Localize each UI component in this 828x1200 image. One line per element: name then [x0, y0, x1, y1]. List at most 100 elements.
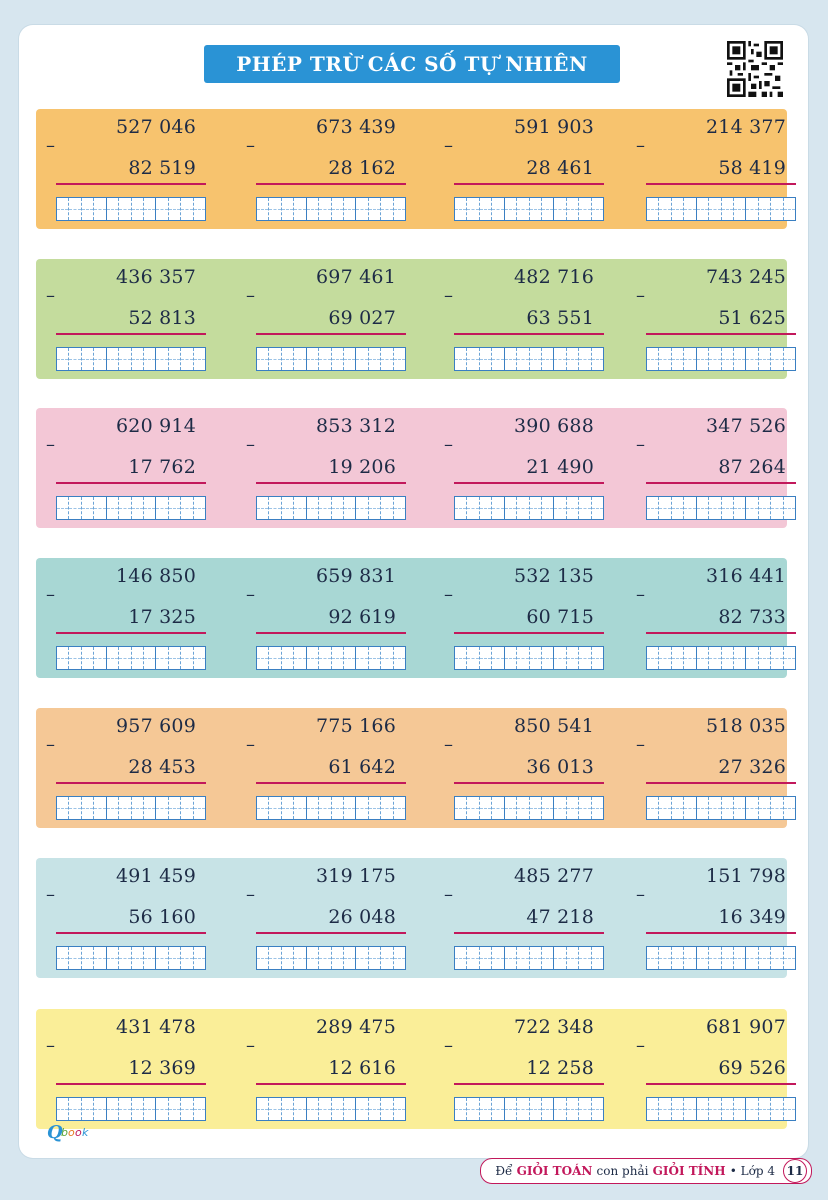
- answer-cell[interactable]: [319, 947, 332, 969]
- answer-cell[interactable]: [771, 348, 784, 370]
- answer-cell[interactable]: [541, 497, 555, 519]
- answer-cell[interactable]: [281, 198, 295, 220]
- answer-cell[interactable]: [684, 1098, 697, 1120]
- answer-cell[interactable]: [331, 348, 344, 370]
- answer-cell[interactable]: [181, 1098, 194, 1120]
- answer-cell[interactable]: [517, 348, 530, 370]
- answer-cell[interactable]: [579, 348, 592, 370]
- answer-cell[interactable]: [566, 198, 580, 220]
- answer-cell[interactable]: [143, 198, 157, 220]
- answer-cell[interactable]: [131, 947, 144, 969]
- answer-cell[interactable]: [758, 797, 772, 819]
- answer-cell[interactable]: [69, 797, 82, 819]
- answer-cell[interactable]: [455, 797, 468, 819]
- answer-grid[interactable]: [256, 796, 406, 820]
- answer-cell[interactable]: [554, 198, 567, 220]
- answer-cell[interactable]: [156, 647, 169, 669]
- answer-cell[interactable]: [579, 198, 592, 220]
- answer-cell[interactable]: [94, 1098, 107, 1120]
- answer-cell[interactable]: [156, 947, 169, 969]
- answer-cell[interactable]: [696, 198, 710, 220]
- answer-cell[interactable]: [193, 647, 206, 669]
- answer-cell[interactable]: [57, 497, 70, 519]
- answer-cell[interactable]: [294, 497, 307, 519]
- answer-cell[interactable]: [356, 647, 369, 669]
- answer-cell[interactable]: [467, 348, 480, 370]
- answer-cell[interactable]: [721, 497, 734, 519]
- answer-cell[interactable]: [659, 348, 672, 370]
- answer-cell[interactable]: [269, 348, 282, 370]
- answer-cell[interactable]: [319, 198, 332, 220]
- answer-cell[interactable]: [156, 348, 169, 370]
- answer-cell[interactable]: [181, 947, 194, 969]
- answer-cell[interactable]: [566, 797, 580, 819]
- answer-cell[interactable]: [181, 497, 194, 519]
- answer-cell[interactable]: [492, 497, 505, 519]
- answer-grid[interactable]: [646, 646, 796, 670]
- answer-cell[interactable]: [709, 797, 722, 819]
- answer-cell[interactable]: [119, 1098, 132, 1120]
- answer-cell[interactable]: [106, 647, 120, 669]
- answer-cell[interactable]: [94, 497, 107, 519]
- answer-cell[interactable]: [771, 947, 784, 969]
- answer-cell[interactable]: [306, 647, 320, 669]
- answer-cell[interactable]: [579, 947, 592, 969]
- answer-cell[interactable]: [517, 1098, 530, 1120]
- answer-cell[interactable]: [343, 1098, 357, 1120]
- answer-grid[interactable]: [256, 496, 406, 520]
- answer-cell[interactable]: [746, 497, 759, 519]
- answer-cell[interactable]: [294, 198, 307, 220]
- answer-cell[interactable]: [319, 348, 332, 370]
- answer-cell[interactable]: [721, 797, 734, 819]
- answer-grid[interactable]: [646, 496, 796, 520]
- answer-cell[interactable]: [331, 1098, 344, 1120]
- answer-cell[interactable]: [393, 497, 406, 519]
- answer-cell[interactable]: [343, 647, 357, 669]
- answer-cell[interactable]: [455, 647, 468, 669]
- answer-cell[interactable]: [492, 1098, 505, 1120]
- answer-cell[interactable]: [696, 797, 710, 819]
- answer-cell[interactable]: [671, 198, 685, 220]
- answer-cell[interactable]: [554, 647, 567, 669]
- answer-cell[interactable]: [504, 647, 518, 669]
- answer-cell[interactable]: [306, 797, 320, 819]
- answer-cell[interactable]: [69, 947, 82, 969]
- answer-cell[interactable]: [684, 348, 697, 370]
- answer-cell[interactable]: [758, 947, 772, 969]
- answer-cell[interactable]: [455, 497, 468, 519]
- answer-cell[interactable]: [492, 947, 505, 969]
- answer-cell[interactable]: [721, 647, 734, 669]
- answer-cell[interactable]: [684, 947, 697, 969]
- answer-cell[interactable]: [733, 647, 747, 669]
- answer-cell[interactable]: [368, 647, 382, 669]
- answer-cell[interactable]: [783, 797, 796, 819]
- answer-cell[interactable]: [193, 947, 206, 969]
- answer-cell[interactable]: [746, 1098, 759, 1120]
- answer-cell[interactable]: [684, 198, 697, 220]
- answer-cell[interactable]: [684, 797, 697, 819]
- answer-cell[interactable]: [331, 198, 344, 220]
- answer-cell[interactable]: [504, 198, 518, 220]
- answer-cell[interactable]: [733, 497, 747, 519]
- answer-grid[interactable]: [454, 946, 604, 970]
- answer-cell[interactable]: [554, 1098, 567, 1120]
- answer-cell[interactable]: [281, 348, 295, 370]
- answer-cell[interactable]: [57, 198, 70, 220]
- answer-cell[interactable]: [131, 1098, 144, 1120]
- answer-cell[interactable]: [671, 1098, 685, 1120]
- answer-cell[interactable]: [294, 348, 307, 370]
- answer-cell[interactable]: [492, 198, 505, 220]
- answer-cell[interactable]: [356, 947, 369, 969]
- answer-cell[interactable]: [131, 198, 144, 220]
- answer-cell[interactable]: [659, 198, 672, 220]
- answer-cell[interactable]: [783, 647, 796, 669]
- answer-cell[interactable]: [106, 947, 120, 969]
- answer-cell[interactable]: [591, 497, 604, 519]
- answer-cell[interactable]: [94, 947, 107, 969]
- answer-cell[interactable]: [591, 348, 604, 370]
- answer-cell[interactable]: [733, 198, 747, 220]
- answer-cell[interactable]: [671, 797, 685, 819]
- answer-cell[interactable]: [193, 1098, 206, 1120]
- answer-cell[interactable]: [554, 348, 567, 370]
- answer-cell[interactable]: [168, 797, 182, 819]
